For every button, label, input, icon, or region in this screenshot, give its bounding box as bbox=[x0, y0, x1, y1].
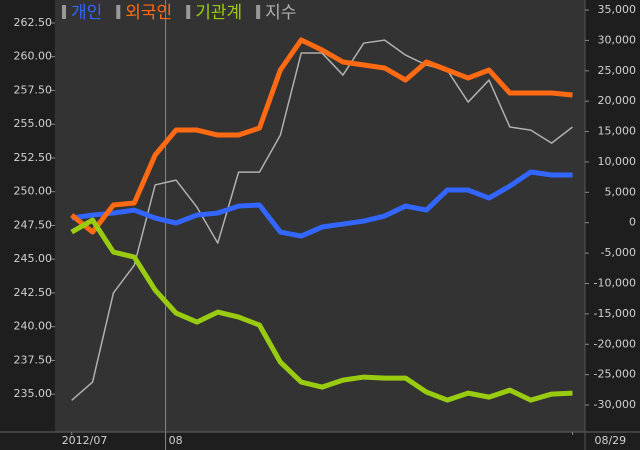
y-tick-label: 257.50 bbox=[14, 83, 53, 96]
y2-tick-label: 5,000 bbox=[605, 185, 637, 198]
y-tick-label: 247.50 bbox=[14, 218, 53, 231]
x-tick-label: 08/29 bbox=[594, 434, 626, 447]
x-tick-label: 08 bbox=[169, 434, 183, 447]
legend-label: 개인 bbox=[71, 3, 102, 23]
plot-area bbox=[55, 0, 585, 432]
y-tick-label: 250.00 bbox=[14, 185, 53, 198]
y-tick-label: 242.50 bbox=[14, 286, 53, 299]
legend-marker bbox=[256, 5, 261, 19]
y2-tick-label: 35,000 bbox=[598, 3, 637, 16]
legend-marker bbox=[116, 5, 121, 19]
series-line bbox=[71, 39, 573, 401]
x-tick-label: 2012/07 bbox=[62, 434, 108, 447]
y-tick-label: 235.00 bbox=[14, 387, 53, 400]
y-tick-label: 245.00 bbox=[14, 252, 53, 265]
legend-label: 지수 bbox=[265, 3, 296, 23]
y2-tick-label: -25,000 bbox=[594, 368, 636, 381]
y-tick-label: 255.00 bbox=[14, 117, 53, 130]
y2-tick-label: 25,000 bbox=[598, 64, 637, 77]
y2-tick-label: -15,000 bbox=[594, 307, 636, 320]
y2-tick-label: 20,000 bbox=[598, 94, 637, 107]
series-line bbox=[70, 217, 573, 403]
legend-label: 기관계 bbox=[195, 3, 242, 23]
y2-tick-label: -10,000 bbox=[594, 276, 636, 289]
y-tick-label: 262.50 bbox=[14, 16, 53, 29]
y2-tick-label: 30,000 bbox=[598, 33, 637, 46]
y-tick-label: 260.00 bbox=[14, 50, 53, 63]
y2-tick-label: 10,000 bbox=[598, 155, 637, 168]
legend-marker bbox=[62, 5, 66, 19]
series-line bbox=[70, 37, 573, 235]
y-tick-label: 237.50 bbox=[14, 353, 53, 366]
y-tick-label: 240.00 bbox=[14, 320, 53, 333]
legend-label: 외국인 bbox=[125, 3, 172, 23]
y2-tick-label: -20,000 bbox=[594, 337, 636, 350]
y2-tick-label: 0 bbox=[629, 216, 636, 229]
y2-tick-label: 15,000 bbox=[598, 125, 637, 138]
y2-tick-label: -30,000 bbox=[594, 398, 636, 411]
legend-marker bbox=[186, 5, 191, 19]
y-tick-label: 252.50 bbox=[14, 151, 53, 164]
series-line bbox=[71, 169, 573, 239]
y2-tick-label: -5,000 bbox=[601, 246, 636, 259]
